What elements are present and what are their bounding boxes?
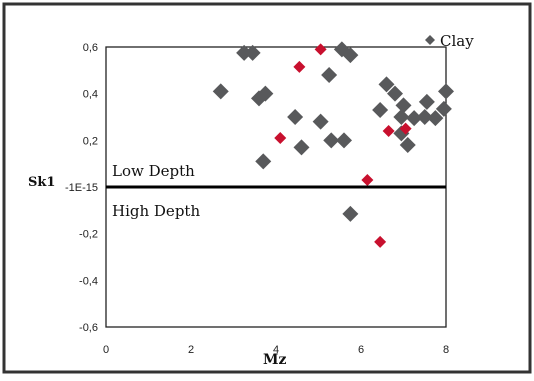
x-tick-label: 2 — [188, 344, 194, 356]
high-depth-label: High Depth — [112, 202, 200, 220]
data-point-gray — [399, 137, 416, 153]
data-point-red — [399, 122, 412, 135]
data-point-red — [374, 235, 387, 248]
y-tick-label: -0,2 — [79, 229, 98, 241]
y-tick-label: 0,2 — [83, 135, 98, 147]
data-point-gray — [244, 44, 261, 61]
data-point-gray — [336, 132, 352, 149]
data-markers — [212, 41, 454, 248]
data-point-gray — [293, 139, 310, 156]
x-axis-ticks: 0 2 4 6 8 — [103, 344, 449, 356]
y-axis-label: Sk1 — [28, 175, 55, 190]
legend-label-clay: Clay — [440, 32, 474, 50]
data-point-gray — [287, 109, 304, 125]
data-point-gray — [435, 100, 452, 117]
y-tick-label: -0,4 — [79, 275, 98, 287]
data-point-gray — [406, 110, 423, 127]
x-tick-label: 8 — [443, 344, 449, 356]
data-point-gray — [323, 132, 340, 149]
low-depth-label: Low Depth — [112, 162, 195, 180]
data-point-gray — [393, 109, 410, 125]
data-point-red — [274, 132, 287, 144]
data-point-gray — [418, 93, 435, 110]
data-point-gray — [395, 97, 412, 114]
data-point-gray — [438, 83, 454, 100]
y-axis-ticks: -0,6 -0,4 -0,2 -1E-15 0,2 0,4 0,6 — [65, 42, 98, 334]
data-point-red — [382, 125, 395, 137]
data-point-red — [361, 174, 374, 186]
data-point-gray — [255, 153, 272, 170]
data-point-red — [314, 43, 327, 56]
data-point-gray — [236, 44, 253, 61]
y-tick-label: -1E-15 — [65, 182, 98, 194]
data-point-gray — [321, 67, 338, 83]
data-point-gray — [372, 102, 389, 118]
y-tick-label: 0,6 — [83, 42, 98, 54]
data-point-gray — [212, 83, 229, 100]
x-tick-label: 6 — [358, 344, 364, 356]
data-point-gray — [312, 113, 329, 130]
x-tick-label: 4 — [273, 344, 279, 356]
data-point-gray — [378, 76, 395, 93]
x-tick-label: 0 — [103, 344, 109, 356]
data-point-gray — [387, 85, 403, 102]
data-point-red — [293, 60, 306, 73]
legend: Clay — [425, 32, 474, 50]
data-point-gray — [342, 47, 359, 64]
data-point-gray — [416, 109, 433, 125]
data-point-gray — [342, 205, 359, 222]
data-point-gray — [393, 125, 410, 142]
y-tick-label: -0,6 — [79, 322, 98, 334]
data-point-gray — [427, 110, 444, 127]
legend-marker-clay — [425, 35, 435, 45]
y-tick-label: 0,4 — [83, 89, 98, 101]
data-point-gray — [257, 85, 274, 102]
x-axis-label: Mz — [263, 352, 286, 368]
